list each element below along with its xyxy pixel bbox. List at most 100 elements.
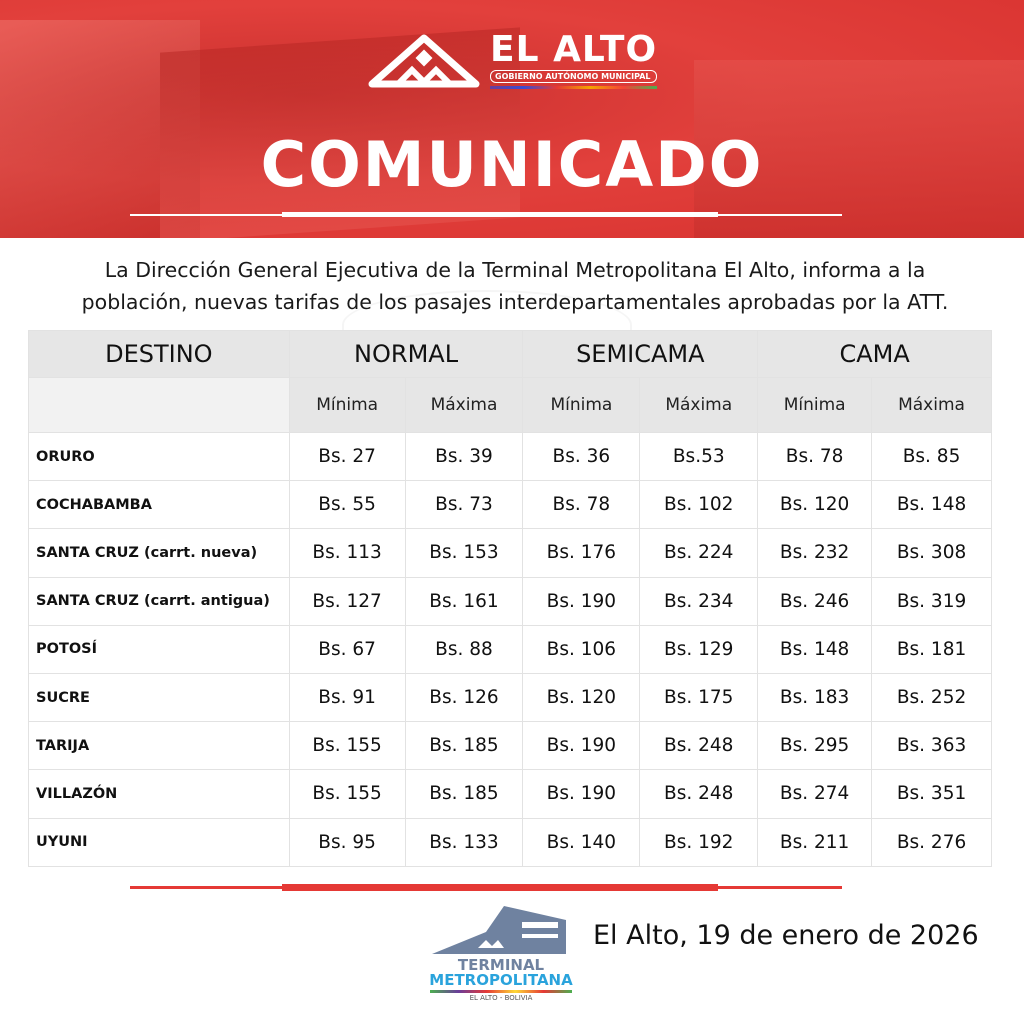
table-row: UYUNI Bs. 95 Bs. 133 Bs. 140 Bs. 192 Bs. 211 B…	[28, 817, 992, 867]
fare-cell: Bs. 183	[757, 672, 873, 723]
fare-cell: Bs. 224	[639, 528, 759, 578]
subheader-blank	[28, 377, 290, 433]
fare-cell: Bs. 91	[288, 672, 406, 723]
fare-cell: Bs. 140	[522, 817, 641, 867]
fare-cell: Bs. 185	[404, 769, 524, 819]
footer-divider-accent	[282, 884, 718, 891]
fare-cell: Bs. 232	[757, 528, 873, 578]
table-row: SANTA CRUZ (carrt. nueva) Bs. 113 Bs. 153 B…	[28, 528, 992, 578]
fare-cell: Bs. 148	[871, 480, 992, 530]
el-alto-logo: EL ALTO GOBIERNO AUTÓNOMO MUNICIPAL	[368, 29, 658, 89]
fare-cell: Bs. 176	[522, 528, 641, 578]
table-row: COCHABAMBA Bs. 55 Bs. 73 Bs. 78 Bs. 102 Bs. 1…	[28, 480, 992, 530]
table-row: TARIJA Bs. 155 Bs. 185 Bs. 190 Bs. 248 Bs. 29…	[28, 721, 992, 771]
divider-accent	[282, 212, 718, 217]
fare-cell: Bs. 67	[288, 624, 406, 674]
subheader-cell: Mínima	[757, 377, 873, 433]
fare-cell: Bs. 252	[871, 672, 992, 723]
fare-cell: Bs. 185	[404, 721, 524, 771]
fare-cell: Bs. 95	[288, 817, 406, 867]
destination-cell: COCHABAMBA	[28, 480, 290, 530]
fare-cell: Bs. 73	[404, 480, 524, 530]
fare-cell: Bs. 120	[757, 480, 873, 530]
subheader-cell: Mínima	[288, 377, 406, 433]
fare-cell: Bs. 248	[639, 769, 759, 819]
header-normal: NORMAL	[288, 330, 524, 378]
fare-cell: Bs. 78	[757, 431, 873, 482]
fare-cell: Bs. 88	[404, 624, 524, 674]
logo-subtitle: GOBIERNO AUTÓNOMO MUNICIPAL	[490, 70, 658, 83]
fare-cell: Bs. 127	[288, 576, 406, 626]
destination-cell: SUCRE	[28, 672, 290, 723]
fare-cell: Bs. 126	[404, 672, 524, 723]
fare-cell: Bs. 120	[522, 672, 641, 723]
fare-cell: Bs. 276	[871, 817, 992, 867]
destination-cell: POTOSÍ	[28, 624, 290, 674]
fare-cell: Bs. 161	[404, 576, 524, 626]
header-banner: EL ALTO GOBIERNO AUTÓNOMO MUNICIPAL COMU…	[0, 0, 1024, 238]
destination-cell: SANTA CRUZ (carrt. antigua)	[28, 576, 290, 626]
subheader-cell: Máxima	[871, 377, 992, 433]
subheader-cell: Máxima	[404, 377, 524, 433]
table-header-row: DESTINO NORMAL SEMICAMA CAMA	[28, 330, 992, 378]
logo-stripe	[490, 86, 658, 89]
destination-cell: TARIJA	[28, 721, 290, 771]
fare-cell: Bs. 85	[871, 431, 992, 482]
logo-line-1: TERMINAL	[457, 956, 545, 974]
logo-line-3: EL ALTO - BOLIVIA	[469, 994, 533, 1002]
destination-cell: SANTA CRUZ (carrt. nueva)	[28, 528, 290, 578]
fare-cell: Bs. 192	[639, 817, 759, 867]
logo-text: EL ALTO	[490, 29, 658, 70]
background-city	[694, 60, 1024, 238]
fare-cell: Bs. 39	[404, 431, 524, 482]
fare-cell: Bs. 363	[871, 721, 992, 771]
logo-line-2: METROPOLITANA	[429, 971, 573, 989]
destination-cell: ORURO	[28, 431, 290, 482]
destination-cell: VILLAZÓN	[28, 769, 290, 819]
fare-cell: Bs. 102	[639, 480, 759, 530]
fare-cell: Bs. 36	[522, 431, 641, 482]
mountain-logo-icon	[368, 34, 480, 87]
intro-line-2: población, nuevas tarifas de los pasajes…	[81, 290, 949, 314]
fare-cell: Bs. 351	[871, 769, 992, 819]
fare-cell: Bs. 27	[288, 431, 406, 482]
fare-cell: Bs. 308	[871, 528, 992, 578]
terminal-building-icon	[432, 906, 566, 954]
table-subheader-row: Mínima Máxima Mínima Máxima Mínima Máxim…	[28, 377, 992, 433]
fare-cell: Bs. 106	[522, 624, 641, 674]
fare-cell: Bs. 155	[288, 721, 406, 771]
fare-cell: Bs. 148	[757, 624, 873, 674]
header-semicama: SEMICAMA	[522, 330, 759, 378]
table-row: SUCRE Bs. 91 Bs. 126 Bs. 120 Bs. 175 Bs. 183 B…	[28, 672, 992, 723]
fare-cell: Bs. 155	[288, 769, 406, 819]
table-row: SANTA CRUZ (carrt. antigua) Bs. 127 Bs. 16…	[28, 576, 992, 626]
fare-cell: Bs. 153	[404, 528, 524, 578]
fare-cell: Bs. 175	[639, 672, 759, 723]
fare-cell: Bs. 274	[757, 769, 873, 819]
subheader-cell: Mínima	[522, 377, 641, 433]
fare-cell: Bs. 129	[639, 624, 759, 674]
fare-cell: Bs. 211	[757, 817, 873, 867]
header-destino: DESTINO	[28, 330, 290, 378]
header-cama: CAMA	[757, 330, 992, 378]
fare-cell: Bs. 246	[757, 576, 873, 626]
terminal-metropolitana-logo: TERMINAL METROPOLITANA EL ALTO - BOLIVIA	[426, 902, 576, 1002]
fares-table: DESTINO NORMAL SEMICAMA CAMA Mínima Máxi…	[28, 330, 992, 867]
fare-cell: Bs. 78	[522, 480, 641, 530]
destination-cell: UYUNI	[28, 817, 290, 867]
fare-cell: Bs. 55	[288, 480, 406, 530]
fare-cell: Bs. 319	[871, 576, 992, 626]
fare-cell: Bs. 190	[522, 769, 641, 819]
fare-cell: Bs. 190	[522, 721, 641, 771]
fare-cell: Bs. 113	[288, 528, 406, 578]
subheader-cell: Máxima	[639, 377, 759, 433]
fare-cell: Bs. 181	[871, 624, 992, 674]
fare-cell: Bs. 234	[639, 576, 759, 626]
logo-stripe	[430, 990, 572, 993]
table-row: POTOSÍ Bs. 67 Bs. 88 Bs. 106 Bs. 129 Bs. 148 B…	[28, 624, 992, 674]
table-row: ORURO Bs. 27 Bs. 39 Bs. 36 Bs.53 Bs. 78 Bs. 85	[28, 431, 992, 482]
page-title: COMUNICADO	[260, 128, 764, 201]
fare-cell: Bs. 190	[522, 576, 641, 626]
table-row: VILLAZÓN Bs. 155 Bs. 185 Bs. 190 Bs. 248 Bs. …	[28, 769, 992, 819]
fare-cell: Bs. 133	[404, 817, 524, 867]
